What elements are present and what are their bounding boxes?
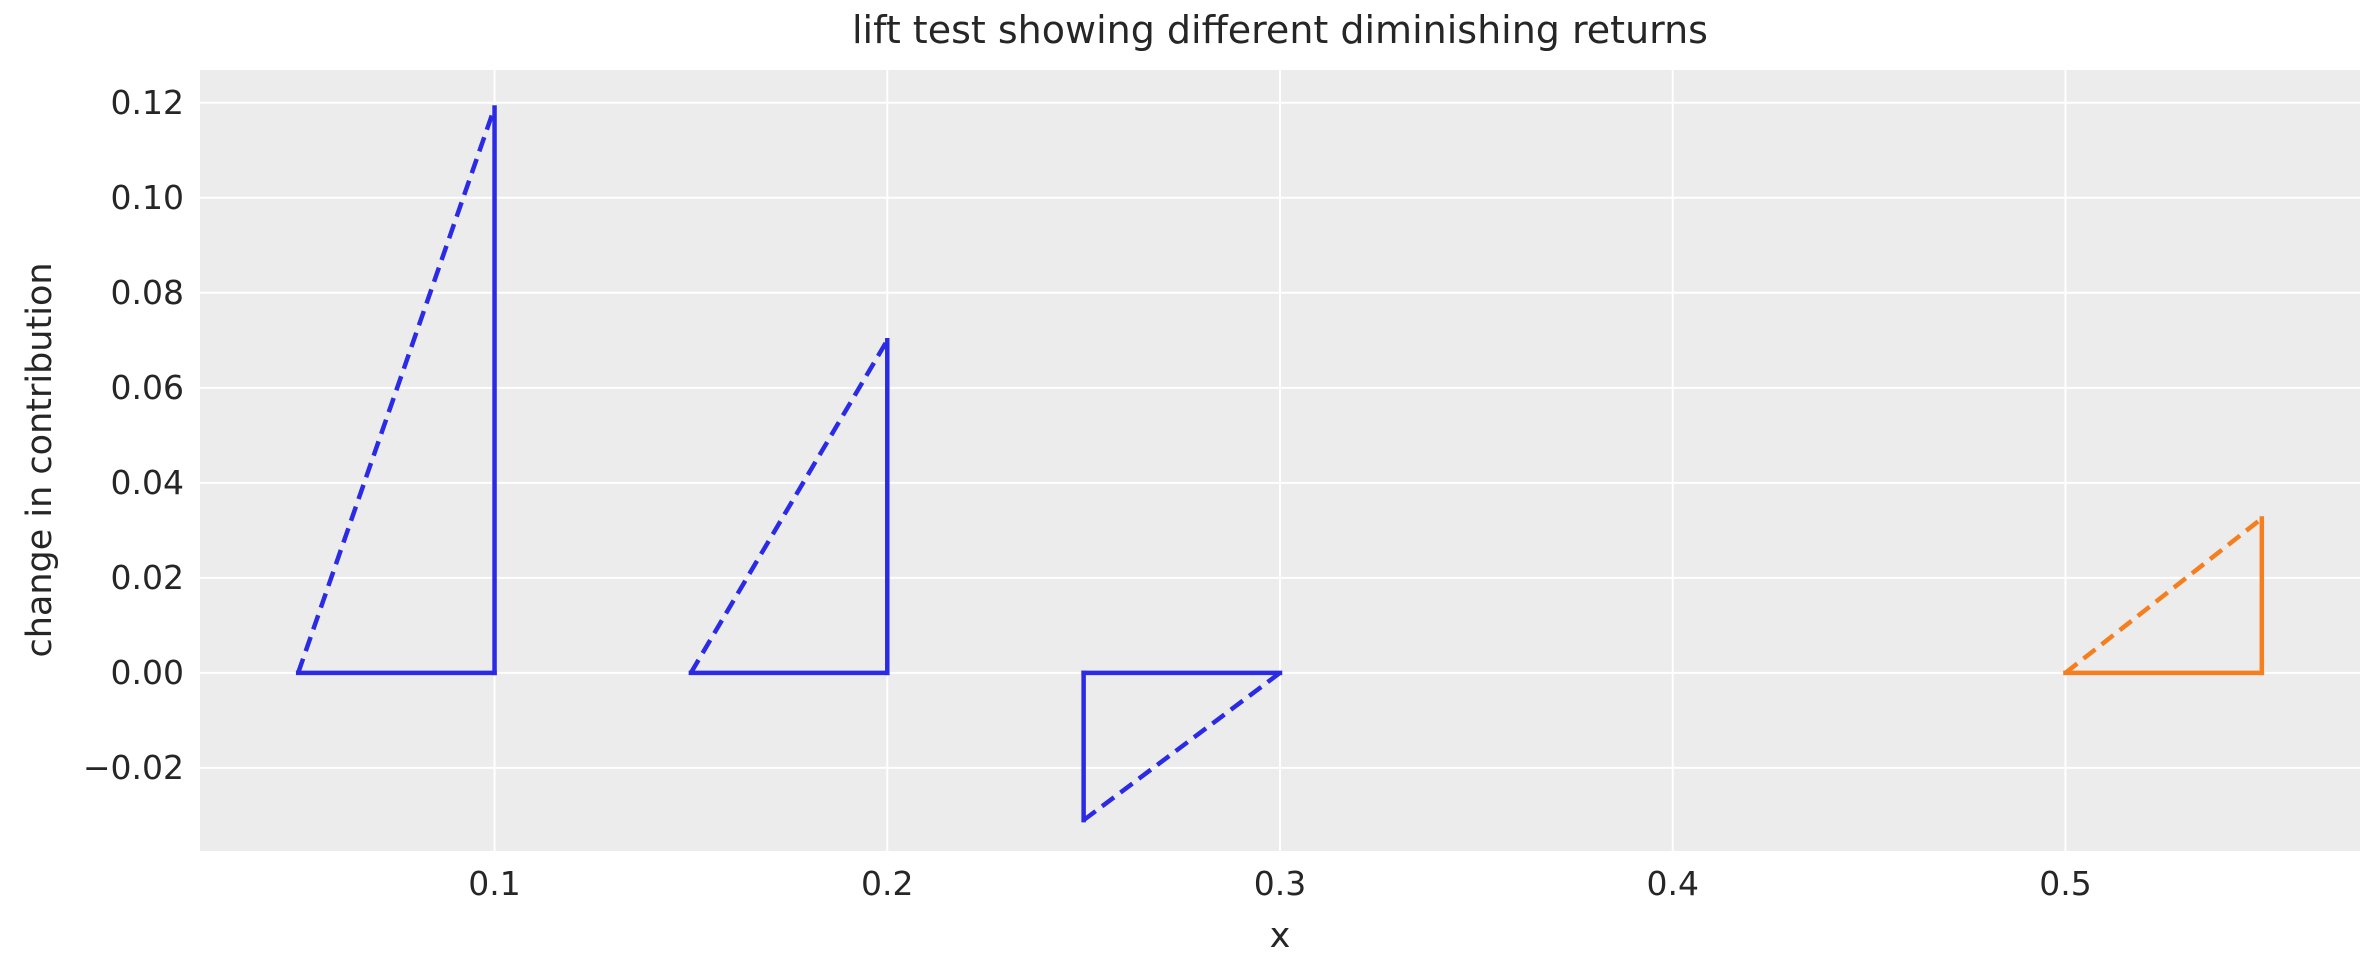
x-tick-label: 0.1 (468, 864, 521, 903)
x-axis-label: x (1269, 916, 1291, 956)
plot-area (200, 70, 2360, 851)
y-tick-label: 0.12 (110, 82, 184, 122)
chart-title: lift test showing different diminishing … (852, 8, 1708, 52)
y-tick-label: 0.00 (110, 652, 184, 692)
x-tick-label: 0.2 (861, 864, 914, 903)
y-tick-label: 0.10 (110, 177, 184, 217)
y-tick-label: −0.02 (82, 747, 184, 787)
lift-triangle-3-dashed-hypotenuse (1082, 671, 1282, 822)
x-tick-label: 0.4 (1646, 864, 1699, 903)
plot-canvas (200, 70, 2360, 851)
lift-triangle-2-dashed-hypotenuse (688, 339, 890, 674)
x-tick-label: 0.3 (1253, 864, 1307, 903)
y-tick-label: 0.06 (110, 367, 184, 407)
x-tick-label: 0.5 (2039, 864, 2092, 903)
y-tick-label: 0.04 (110, 462, 184, 502)
y-tick-label: 0.08 (110, 272, 184, 312)
y-tick-label: 0.02 (110, 557, 184, 597)
lift-triangle-1-dashed-hypotenuse (296, 106, 497, 674)
lift-triangle-4-dashed-hypotenuse (2064, 516, 2264, 675)
